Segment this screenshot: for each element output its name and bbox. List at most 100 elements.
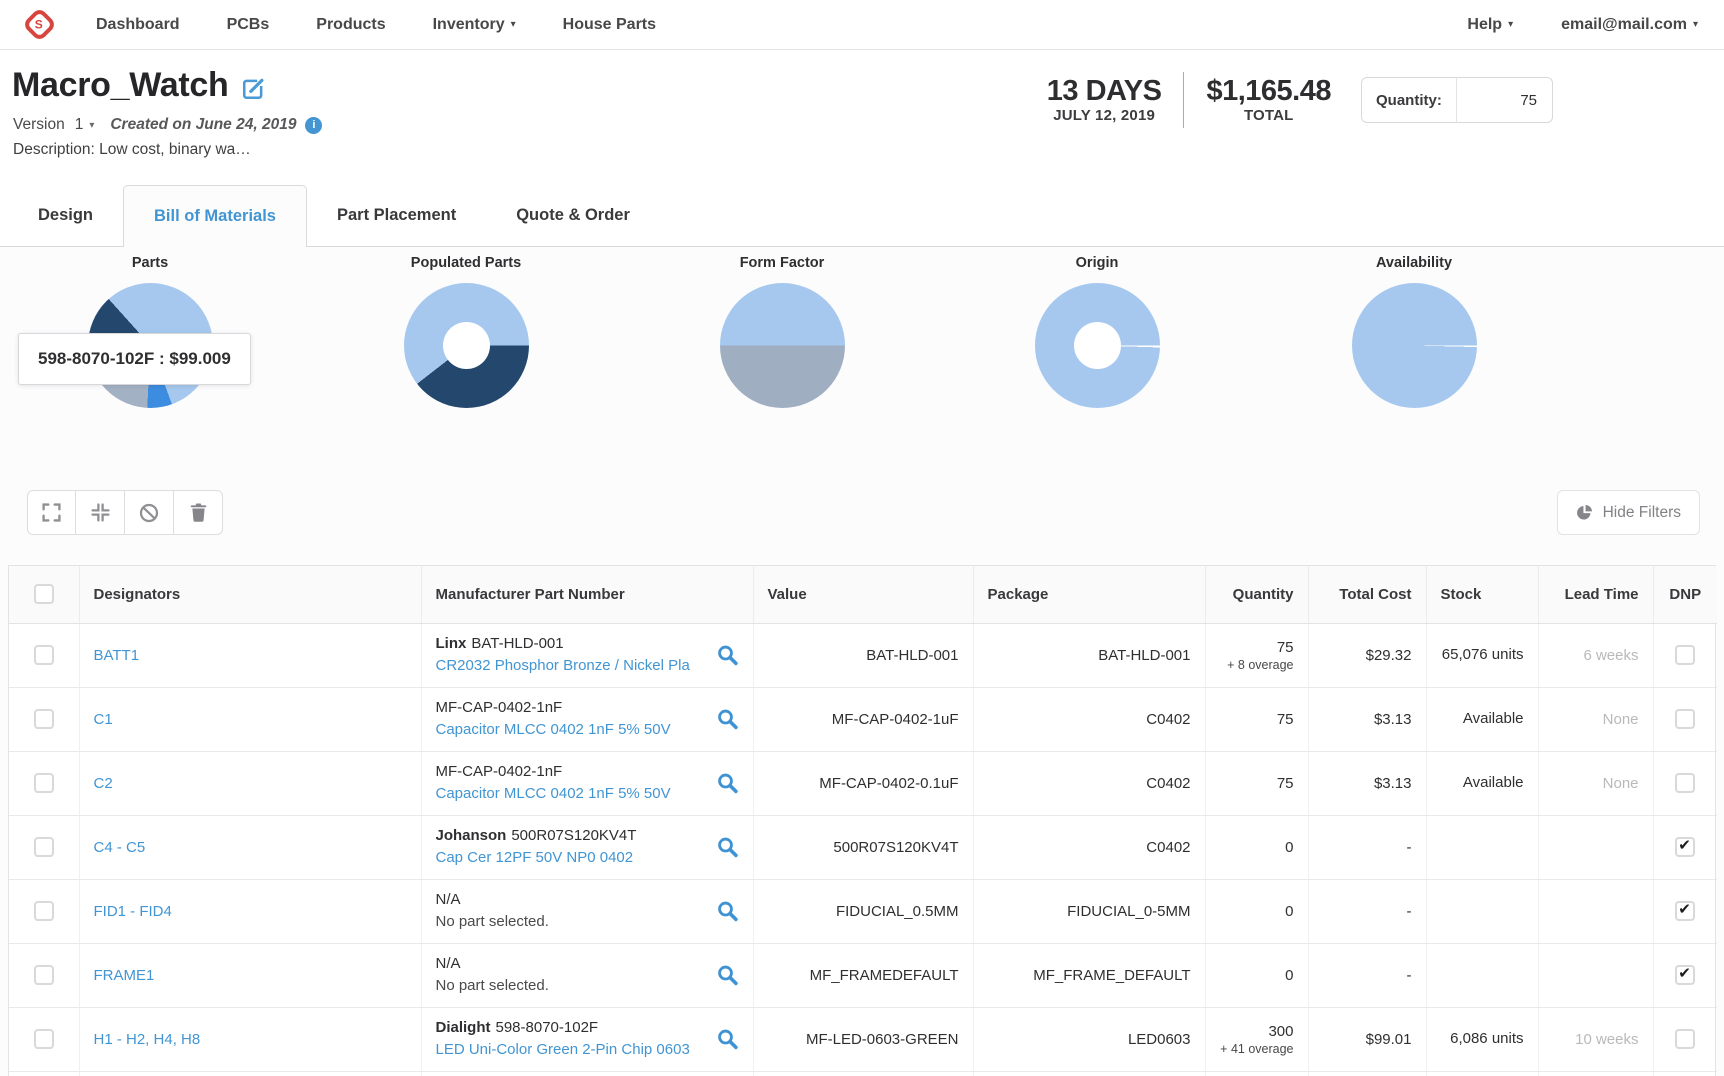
table-row: ✔ FID1 - FID4 N/A No part selected. [9, 879, 1717, 944]
logo-diamond-icon: S [21, 6, 57, 43]
dnp-cell: ✔ [1653, 751, 1717, 816]
account-menu[interactable]: email@mail.com ▾ [1561, 15, 1698, 33]
hide-filters-button[interactable]: Hide Filters [1556, 490, 1700, 535]
form-factor-pie-chart[interactable] [720, 283, 845, 408]
populated-parts-pie-chart[interactable] [404, 283, 529, 408]
mpn-number: N/A [435, 955, 461, 972]
part-description-link[interactable]: Capacitor MLCC 0402 1nF 5% 50V [435, 785, 671, 802]
lead-time-days: 13 DAYS [1046, 75, 1162, 108]
nav-item[interactable]: House Parts [562, 15, 657, 33]
search-part-icon[interactable] [717, 837, 738, 858]
total-cost-cell: $29.32 [1308, 623, 1427, 688]
col-dnp: DNP [1653, 566, 1717, 624]
search-part-icon[interactable] [717, 709, 738, 730]
row-checkbox[interactable]: ✔ [33, 645, 54, 665]
version-dropdown-icon[interactable]: ▾ [89, 119, 95, 131]
search-part-icon[interactable] [717, 645, 738, 666]
part-description-link[interactable]: No part selected. [435, 913, 549, 930]
manufacturer-name: Johanson [435, 827, 507, 844]
tab[interactable]: Design [38, 206, 94, 224]
quantity-cell: 0 [1205, 879, 1309, 944]
designator-link[interactable]: C2 [93, 774, 113, 792]
row-checkbox[interactable]: ✔ [33, 709, 54, 729]
dnp-checkbox[interactable]: ✔ [1675, 773, 1696, 793]
search-part-icon[interactable] [717, 1029, 738, 1050]
mpn-part-line: N/A [436, 889, 699, 911]
edit-title-icon[interactable] [241, 77, 265, 101]
value-cell: BAT-HLD-001 [753, 623, 974, 688]
mpn-cell: MF-CAP-0402-1nF Capacitor MLCC 0402 1nF … [421, 751, 754, 816]
expand-all-button[interactable] [27, 490, 76, 535]
search-part-icon[interactable] [717, 773, 738, 794]
row-checkbox[interactable]: ✔ [33, 773, 54, 793]
designator-link[interactable]: C4 - C5 [93, 838, 146, 856]
table-row: ✔ FRAME1 N/A No part selected. [9, 943, 1717, 1008]
row-checkbox[interactable]: ✔ [33, 901, 54, 921]
help-menu[interactable]: Help ▾ [1467, 15, 1514, 33]
row-checkbox[interactable]: ✔ [33, 965, 54, 985]
part-description-link[interactable]: No part selected. [435, 977, 549, 994]
search-part-icon[interactable] [717, 965, 738, 986]
dnp-checkbox[interactable]: ✔ [1675, 1029, 1696, 1049]
dnp-checkbox[interactable]: ✔ [1675, 837, 1696, 857]
part-description-link[interactable]: LED Uni-Color Green 2-Pin Chip 0603 [435, 1041, 690, 1058]
quantity-input[interactable]: 75 [1520, 91, 1537, 109]
part-description-link[interactable]: Capacitor MLCC 0402 1nF 5% 50V [435, 721, 671, 738]
designator-cell: C1 [79, 687, 422, 752]
row-checkbox[interactable]: ✔ [33, 1029, 54, 1049]
total-cost-cell: $99.01 [1308, 1007, 1427, 1072]
designator-link[interactable]: H1 - H2, H4, H8 [93, 1030, 201, 1048]
designator-link[interactable]: FRAME1 [93, 966, 155, 984]
origin-pie-chart[interactable] [1035, 283, 1160, 408]
col-package: Package [973, 566, 1206, 624]
tab[interactable]: Bill of Materials [123, 185, 307, 247]
quantity-value: 0 [1285, 838, 1294, 856]
lead-time-cell [1538, 815, 1654, 880]
quantity-cell: 0 [1205, 815, 1309, 880]
dnp-checkbox[interactable]: ✔ [1675, 645, 1696, 665]
designator-link[interactable]: BATT1 [93, 646, 140, 664]
collapse-all-button[interactable] [76, 490, 125, 535]
dnp-checkbox[interactable]: ✔ [1675, 901, 1696, 921]
nav-item[interactable]: Dashboard [96, 15, 180, 33]
tab[interactable]: Quote & Order [516, 206, 630, 224]
stock-cell: 6,086 units [1426, 1007, 1539, 1072]
value-cell [753, 1071, 974, 1076]
lead-time-cell [1538, 1071, 1654, 1076]
nav-item[interactable]: Inventory ▾ [432, 15, 516, 33]
chart-title-origin: Origin [1075, 255, 1119, 271]
part-description-link[interactable]: Cap Cer 12PF 50V NP0 0402 [435, 849, 634, 866]
designator-link[interactable]: C1 [93, 710, 113, 728]
part-description-link[interactable]: CR2032 Phosphor Bronze / Nickel Pla [435, 657, 690, 674]
nav-links: Dashboard PCBs Products Inventory ▾ Hous… [96, 16, 656, 34]
stock-cell: 65,076 units [1426, 623, 1539, 688]
availability-pie-chart[interactable] [1352, 283, 1477, 408]
row-checkbox[interactable]: ✔ [33, 837, 54, 857]
delete-selected-button[interactable] [174, 490, 223, 535]
quantity-cell: 75 [1205, 751, 1309, 816]
designator-link[interactable]: FID1 - FID4 [93, 902, 172, 920]
disable-selected-button[interactable] [125, 490, 174, 535]
designator-cell: C4 - C5 [79, 815, 422, 880]
stock-cell: Available [1426, 751, 1539, 816]
top-nav: S Dashboard PCBs Products Inventory ▾ [0, 0, 1724, 50]
tab[interactable]: Part Placement [336, 206, 457, 224]
quantity-box: Quantity: 75 [1361, 77, 1553, 123]
select-all-checkbox[interactable]: ✔ [33, 584, 54, 605]
dnp-checkbox[interactable]: ✔ [1675, 965, 1696, 985]
search-part-icon[interactable] [717, 901, 738, 922]
select-all-header: ✔ [9, 566, 80, 624]
value-cell: MF-CAP-0402-0.1uF [753, 751, 974, 816]
chart-title-form-factor: Form Factor [739, 255, 825, 271]
total-cost-cell: - [1308, 943, 1427, 1008]
macrofab-logo[interactable]: S [20, 6, 58, 44]
dnp-checkbox[interactable]: ✔ [1675, 709, 1696, 729]
nav-item[interactable]: Products [316, 15, 386, 33]
lead-time-cell [1538, 943, 1654, 1008]
total-cost-cell: $3.13 [1308, 687, 1427, 752]
nav-item[interactable]: PCBs [226, 15, 270, 33]
lead-time-cell: None [1538, 751, 1654, 816]
info-icon[interactable]: i [305, 116, 323, 134]
quantity-cell: 75 [1205, 687, 1309, 752]
